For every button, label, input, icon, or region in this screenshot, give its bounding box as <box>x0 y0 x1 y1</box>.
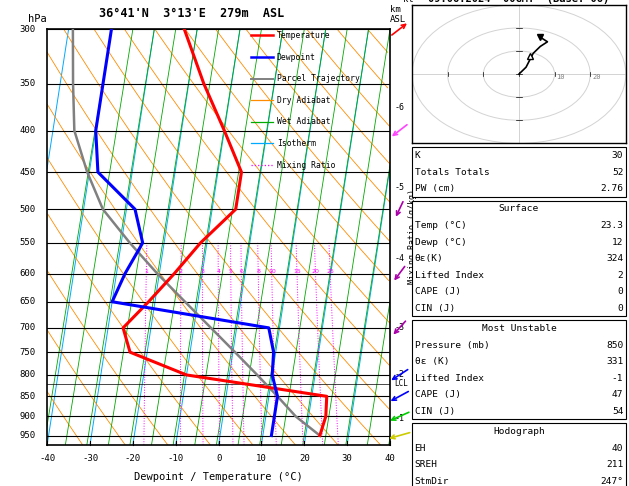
Text: 23.3: 23.3 <box>600 221 623 230</box>
Text: 247°: 247° <box>600 477 623 486</box>
Text: 10: 10 <box>256 454 267 463</box>
Text: 450: 450 <box>19 168 36 176</box>
Text: -10: -10 <box>168 454 184 463</box>
Text: Lifted Index: Lifted Index <box>415 374 484 382</box>
Text: -30: -30 <box>82 454 98 463</box>
Text: 09.06.2024  00GMT  (Base: 06): 09.06.2024 00GMT (Base: 06) <box>428 0 610 4</box>
Text: θε (K): θε (K) <box>415 357 449 366</box>
Text: 800: 800 <box>19 370 36 380</box>
Text: Pressure (mb): Pressure (mb) <box>415 341 489 349</box>
Text: Temperature: Temperature <box>277 31 330 40</box>
Text: 8: 8 <box>256 269 260 274</box>
Text: 850: 850 <box>606 341 623 349</box>
Text: 10: 10 <box>557 74 565 80</box>
Text: 3: 3 <box>201 269 204 274</box>
Text: 4: 4 <box>216 269 220 274</box>
Text: kt: kt <box>403 0 414 4</box>
Text: 25: 25 <box>326 269 334 274</box>
Text: 40: 40 <box>612 444 623 452</box>
Text: 52: 52 <box>612 168 623 176</box>
Text: 331: 331 <box>606 357 623 366</box>
Text: CIN (J): CIN (J) <box>415 407 455 416</box>
Text: 0: 0 <box>216 454 221 463</box>
Text: Most Unstable: Most Unstable <box>482 324 556 333</box>
Text: SREH: SREH <box>415 460 438 469</box>
Text: -1: -1 <box>612 374 623 382</box>
Text: 10: 10 <box>268 269 276 274</box>
Text: -3: -3 <box>394 323 404 332</box>
Text: LCL: LCL <box>394 379 408 388</box>
Text: Isotherm: Isotherm <box>277 139 316 148</box>
Text: 47: 47 <box>612 390 623 399</box>
Text: © weatheronline.co.uk: © weatheronline.co.uk <box>462 474 576 484</box>
Text: 1: 1 <box>144 269 148 274</box>
Text: -2: -2 <box>394 370 404 380</box>
Text: Dewp (°C): Dewp (°C) <box>415 238 466 246</box>
Text: 324: 324 <box>606 254 623 263</box>
Text: 30: 30 <box>612 151 623 160</box>
Text: CAPE (J): CAPE (J) <box>415 287 460 296</box>
Text: 36°41'N  3°13'E  279m  ASL: 36°41'N 3°13'E 279m ASL <box>99 7 284 20</box>
Text: -6: -6 <box>394 104 404 112</box>
Text: 750: 750 <box>19 347 36 357</box>
Text: hPa: hPa <box>28 14 47 24</box>
Text: 850: 850 <box>19 392 36 401</box>
Text: Parcel Trajectory: Parcel Trajectory <box>277 74 360 83</box>
Text: 400: 400 <box>19 126 36 135</box>
Text: 2: 2 <box>618 271 623 279</box>
Text: Hodograph: Hodograph <box>493 427 545 436</box>
Text: 2: 2 <box>179 269 183 274</box>
Text: 30: 30 <box>342 454 352 463</box>
Text: 550: 550 <box>19 238 36 247</box>
Text: Dewpoint / Temperature (°C): Dewpoint / Temperature (°C) <box>134 472 303 482</box>
Text: 350: 350 <box>19 79 36 88</box>
Text: 500: 500 <box>19 205 36 214</box>
Text: 600: 600 <box>19 269 36 278</box>
Text: km
ASL: km ASL <box>390 5 406 24</box>
Text: Totals Totals: Totals Totals <box>415 168 489 176</box>
Text: 0: 0 <box>618 304 623 312</box>
Text: 20: 20 <box>299 454 309 463</box>
Text: Mixing Ratio (g/kg): Mixing Ratio (g/kg) <box>408 190 417 284</box>
Text: Dry Adiabat: Dry Adiabat <box>277 96 330 104</box>
Text: θε(K): θε(K) <box>415 254 443 263</box>
Text: 950: 950 <box>19 431 36 440</box>
Text: StmDir: StmDir <box>415 477 449 486</box>
Text: 20: 20 <box>592 74 601 80</box>
Text: 2.76: 2.76 <box>600 184 623 193</box>
Text: Temp (°C): Temp (°C) <box>415 221 466 230</box>
Text: -5: -5 <box>394 183 404 192</box>
Text: 6: 6 <box>240 269 243 274</box>
Text: -4: -4 <box>394 254 404 263</box>
Text: 700: 700 <box>19 323 36 332</box>
Text: 5: 5 <box>229 269 233 274</box>
Text: Mixing Ratio: Mixing Ratio <box>277 160 335 170</box>
Text: -1: -1 <box>394 414 404 423</box>
Text: 0: 0 <box>618 287 623 296</box>
Text: Lifted Index: Lifted Index <box>415 271 484 279</box>
Text: Surface: Surface <box>499 205 539 213</box>
Text: -40: -40 <box>39 454 55 463</box>
Text: 900: 900 <box>19 412 36 421</box>
Text: 15: 15 <box>293 269 301 274</box>
Text: K: K <box>415 151 420 160</box>
Text: 20: 20 <box>311 269 320 274</box>
Text: CAPE (J): CAPE (J) <box>415 390 460 399</box>
Text: CIN (J): CIN (J) <box>415 304 455 312</box>
Text: 300: 300 <box>19 25 36 34</box>
Text: 40: 40 <box>384 454 396 463</box>
Text: EH: EH <box>415 444 426 452</box>
Text: 650: 650 <box>19 297 36 306</box>
Text: Wet Adiabat: Wet Adiabat <box>277 117 330 126</box>
Text: 211: 211 <box>606 460 623 469</box>
Text: Dewpoint: Dewpoint <box>277 52 316 62</box>
Text: 12: 12 <box>612 238 623 246</box>
Text: -20: -20 <box>125 454 141 463</box>
Text: PW (cm): PW (cm) <box>415 184 455 193</box>
Text: 54: 54 <box>612 407 623 416</box>
